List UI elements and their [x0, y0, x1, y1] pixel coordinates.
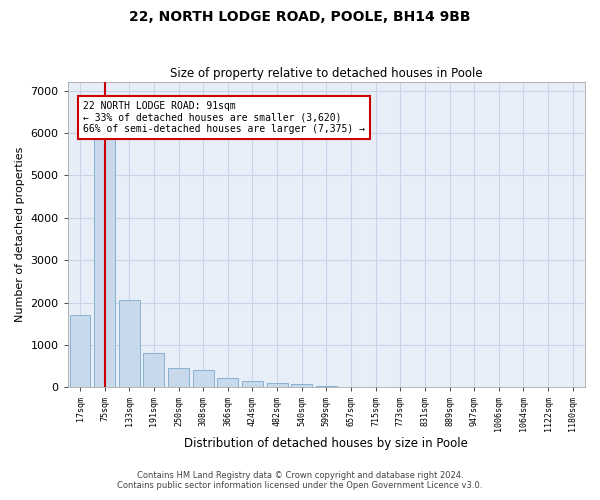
Text: Contains HM Land Registry data © Crown copyright and database right 2024.
Contai: Contains HM Land Registry data © Crown c… — [118, 470, 482, 490]
X-axis label: Distribution of detached houses by size in Poole: Distribution of detached houses by size … — [184, 437, 468, 450]
Bar — [193, 370, 214, 388]
Bar — [266, 383, 287, 388]
Text: 22 NORTH LODGE ROAD: 91sqm
← 33% of detached houses are smaller (3,620)
66% of s: 22 NORTH LODGE ROAD: 91sqm ← 33% of deta… — [83, 101, 365, 134]
Bar — [119, 300, 140, 388]
Bar — [316, 386, 337, 388]
Title: Size of property relative to detached houses in Poole: Size of property relative to detached ho… — [170, 66, 482, 80]
Bar — [217, 378, 238, 388]
Bar — [168, 368, 189, 388]
Y-axis label: Number of detached properties: Number of detached properties — [15, 147, 25, 322]
Bar — [70, 316, 91, 388]
Bar — [143, 354, 164, 388]
Bar — [94, 137, 115, 388]
Bar — [242, 382, 263, 388]
Bar — [291, 384, 312, 388]
Text: 22, NORTH LODGE ROAD, POOLE, BH14 9BB: 22, NORTH LODGE ROAD, POOLE, BH14 9BB — [129, 10, 471, 24]
